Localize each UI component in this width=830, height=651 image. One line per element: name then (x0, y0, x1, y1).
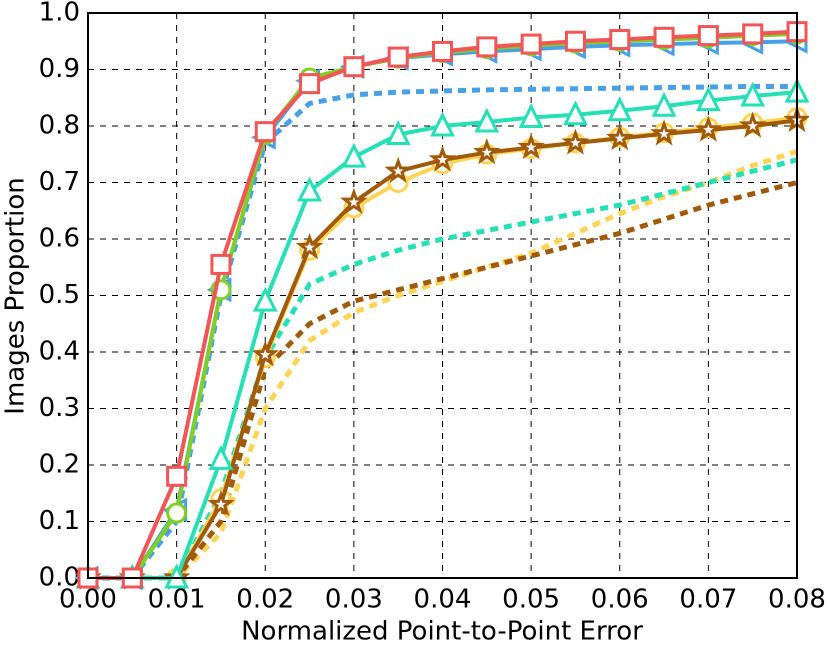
marker (520, 33, 542, 55)
marker (208, 444, 234, 470)
dashed-line (88, 157, 798, 581)
x-tick-label: 0.02 (236, 585, 294, 615)
y-tick-label: 0.8 (39, 111, 80, 141)
x-tick-label: 0.04 (414, 585, 472, 615)
marker (605, 123, 634, 151)
marker (385, 120, 411, 145)
x-tick-label: 0.00 (59, 585, 117, 615)
x-tick-label: 0.03 (325, 585, 383, 615)
dashed-line (88, 180, 798, 581)
marker (742, 23, 764, 45)
marker (653, 26, 675, 48)
dashed-line (88, 149, 798, 581)
marker (651, 91, 677, 117)
y-tick-label: 0.1 (39, 506, 80, 536)
marker (694, 115, 723, 142)
y-tick-label: 0.3 (39, 393, 80, 423)
marker (166, 465, 188, 487)
y-tick-label: 0.5 (39, 280, 80, 310)
marker (387, 46, 409, 68)
marker (340, 187, 368, 215)
y-tick-label: 0.0 (39, 563, 80, 593)
y-tick-label: 0.2 (39, 450, 80, 480)
marker (207, 490, 235, 517)
marker (166, 502, 188, 524)
marker (295, 232, 324, 260)
y-axis-label: Images Proportion (1, 177, 31, 414)
marker (697, 25, 719, 47)
marker (517, 132, 545, 160)
marker (341, 142, 367, 168)
y-tick-label: 1.0 (39, 0, 80, 28)
y-tick-label: 0.9 (39, 54, 80, 84)
marker (564, 30, 586, 52)
y-tick-label: 0.4 (39, 337, 80, 367)
marker (476, 36, 498, 58)
marker (384, 156, 412, 183)
marker (740, 81, 766, 107)
marker (343, 56, 365, 78)
marker (297, 176, 322, 202)
x-tick-label: 0.07 (679, 585, 737, 615)
y-tick-label: 0.6 (39, 224, 80, 254)
plot-frame (87, 12, 798, 579)
marker (609, 29, 631, 51)
marker (518, 103, 544, 129)
marker (430, 111, 455, 137)
x-tick-label: 0.08 (768, 585, 826, 615)
marker (254, 121, 276, 143)
x-tick-label: 0.06 (591, 585, 649, 615)
marker (473, 138, 501, 165)
marker (738, 111, 767, 138)
marker (432, 40, 453, 62)
marker (252, 286, 278, 312)
marker (210, 253, 232, 275)
marker (251, 340, 280, 367)
y-tick-label: 0.7 (39, 167, 80, 197)
marker (561, 128, 590, 155)
x-tick-label: 0.05 (502, 585, 560, 615)
marker (695, 86, 721, 112)
x-axis-label: Normalized Point-to-Point Error (241, 617, 643, 647)
marker (607, 96, 633, 122)
x-tick-label: 0.01 (148, 585, 206, 615)
marker (428, 145, 457, 172)
marker (474, 107, 500, 133)
marker (563, 100, 588, 126)
marker (650, 119, 678, 146)
marker (299, 73, 321, 95)
